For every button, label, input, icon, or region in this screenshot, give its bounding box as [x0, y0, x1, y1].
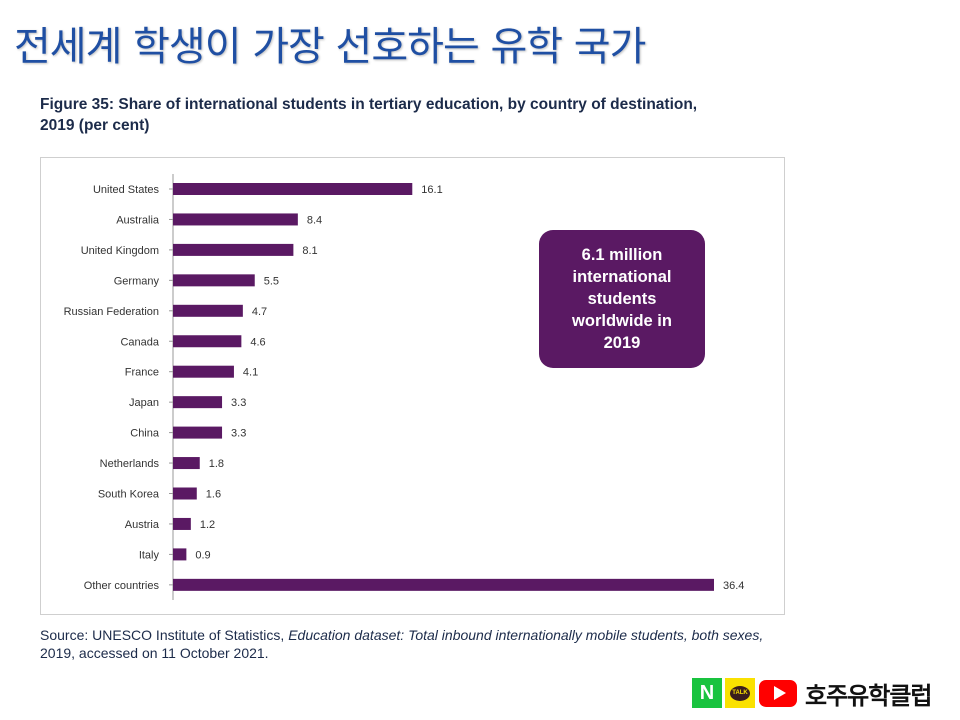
callout-line1: 6.1 million [581, 246, 663, 264]
branding: N TALK 호주유학클럽 [692, 677, 932, 710]
category-label: Other countries [84, 580, 160, 592]
kakaotalk-icon[interactable]: TALK [725, 678, 755, 708]
naver-icon[interactable]: N [692, 678, 722, 708]
value-label: 1.2 [200, 519, 215, 531]
naver-letter: N [699, 681, 715, 704]
value-label: 8.4 [307, 214, 322, 226]
bar [173, 578, 714, 591]
category-label: United States [93, 184, 160, 196]
value-label: 3.3 [231, 428, 246, 440]
slide-title: 전세계 학생이 가장 선호하는 유학 국가 [14, 24, 646, 70]
source-dataset: Education dataset: Total inbound interna… [288, 627, 764, 643]
category-label: Germany [114, 275, 160, 287]
callout-line5: 2019 [603, 334, 641, 352]
category-label: United Kingdom [81, 245, 159, 257]
callout-line4: worldwide in [572, 312, 672, 330]
bar [173, 396, 223, 409]
value-label: 4.1 [243, 367, 258, 379]
value-label: 1.6 [206, 489, 221, 501]
bar [173, 335, 242, 348]
bar-chart: United States 16.1 Australia 8.4 United King… [64, 174, 744, 600]
figure-caption-line1: Figure 35: Share of international studen… [40, 96, 698, 113]
category-label: Italy [139, 549, 160, 561]
figure-caption: Figure 35: Share of international studen… [40, 94, 930, 136]
source-line2: 2019, accessed on 11 October 2021. [40, 645, 269, 661]
bar [173, 274, 255, 287]
bar [173, 243, 294, 256]
bar [173, 457, 200, 470]
bar [173, 304, 243, 317]
callout-box: 6.1 million international students world… [539, 230, 705, 368]
chart-frame: United States 16.1 Australia 8.4 United King… [40, 157, 785, 615]
value-label: 8.1 [302, 245, 317, 257]
callout-line2: international [572, 268, 672, 286]
bar [173, 517, 191, 530]
category-label: Japan [129, 397, 159, 409]
bar [173, 487, 197, 500]
value-label: 5.5 [264, 275, 279, 287]
value-label: 4.6 [250, 336, 265, 348]
value-label: 36.4 [723, 580, 744, 592]
category-label: Canada [120, 336, 159, 348]
value-label: 16.1 [421, 184, 442, 196]
category-label: China [130, 428, 160, 440]
source-note: Source: UNESCO Institute of Statistics, … [40, 626, 920, 662]
bar [173, 213, 298, 226]
category-label: Austria [125, 519, 160, 531]
kakaotalk-bubble: TALK [730, 685, 750, 701]
bar [173, 365, 234, 378]
youtube-icon[interactable] [758, 678, 798, 708]
category-label: Netherlands [100, 458, 160, 470]
value-label: 0.9 [195, 549, 210, 561]
category-label: South Korea [98, 489, 160, 501]
category-label: Australia [116, 214, 160, 226]
bar [173, 183, 413, 195]
value-label: 1.8 [209, 458, 224, 470]
callout-line3: students [587, 290, 657, 308]
source-prefix: Source: UNESCO Institute of Statistics, [40, 627, 289, 643]
category-label: Russian Federation [64, 306, 159, 318]
value-label: 3.3 [231, 397, 246, 409]
category-label: France [125, 367, 159, 379]
bar [173, 426, 223, 439]
bar [173, 548, 187, 561]
brand-name: 호주유학클럽 [805, 681, 932, 710]
value-label: 4.7 [252, 306, 267, 318]
figure-caption-line2: 2019 (per cent) [40, 117, 150, 134]
